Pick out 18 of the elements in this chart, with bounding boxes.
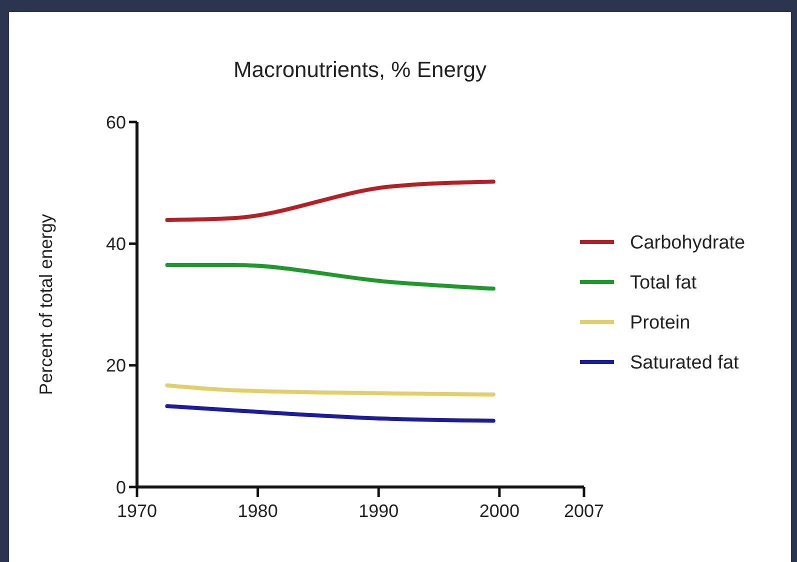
legend-label: Total fat [630,272,698,294]
y-tick-label: 20 [106,356,126,376]
y-tick-label: 60 [106,112,126,132]
y-axis-title: Percent of total energy [36,214,56,396]
x-tick-label: 2007 [564,501,604,521]
x-tick-label: 2000 [479,501,520,521]
legend-label: Protein [630,312,690,334]
line-series [165,404,496,423]
legend-label: Saturated fat [630,352,740,374]
line-series [165,180,496,222]
y-tick-label: 0 [116,477,126,498]
chart-title: Macronutrients, % Energy [233,57,487,82]
x-tick-label: 1990 [358,501,399,521]
x-tick-label: 1980 [238,501,278,521]
y-tick-label: 40 [106,234,126,254]
line-series [165,383,496,397]
x-tick-label: 1970 [116,501,158,521]
legend-label: Carbohydrate [630,232,746,254]
